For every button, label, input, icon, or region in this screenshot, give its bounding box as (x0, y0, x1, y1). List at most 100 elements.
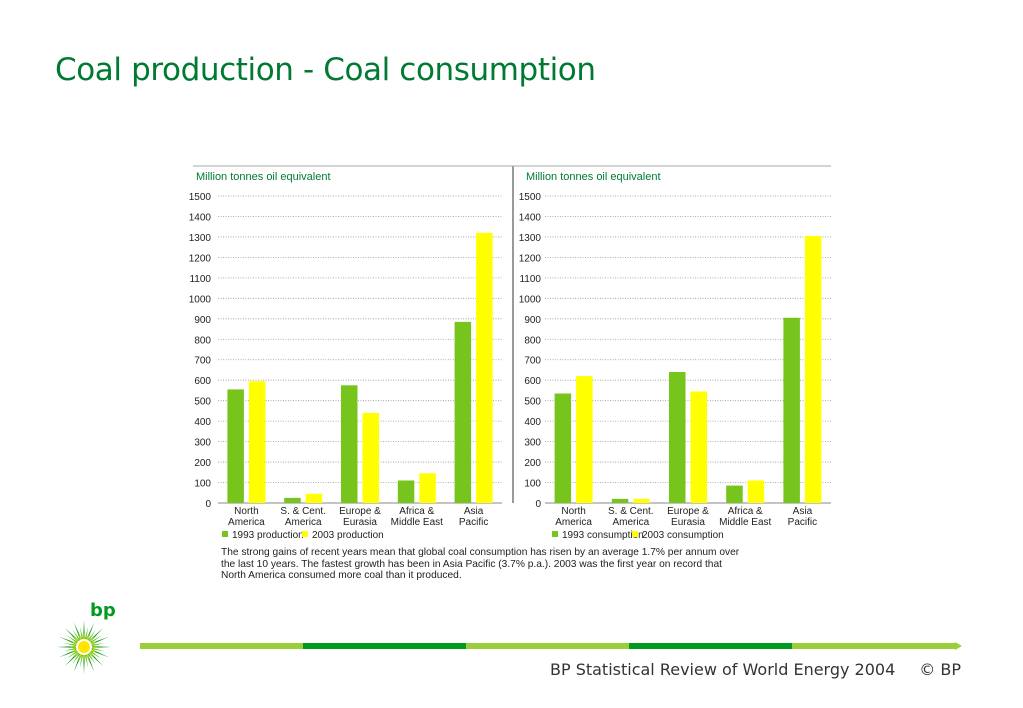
y-tick-label: 1200 (189, 253, 212, 264)
x-tick-label: Middle East (391, 517, 443, 528)
legend-label: 2003 production (312, 530, 384, 541)
helios-ray (59, 636, 79, 646)
footer-bar-segment (466, 643, 629, 649)
y-tick-label: 0 (205, 499, 211, 510)
bar (576, 376, 593, 503)
legend-label: 1993 production (232, 530, 304, 541)
y-tick-label: 1100 (519, 274, 541, 285)
helios-ray (89, 646, 99, 648)
chart-caption: The strong gains of recent years mean th… (221, 547, 740, 581)
y-tick-label: 100 (524, 479, 541, 490)
x-tick-label: North (234, 506, 258, 517)
x-tick-label: Europe & (339, 506, 381, 517)
y-tick-label: 1100 (189, 274, 211, 285)
helios-ray (89, 647, 105, 652)
bar (284, 497, 301, 503)
y-tick-label: 1300 (519, 233, 542, 244)
y-tick-label: 0 (535, 499, 541, 510)
legend-swatch (552, 531, 558, 537)
helios-ray (89, 642, 105, 647)
footer-bar-segment (303, 643, 466, 649)
x-tick-label: Eurasia (671, 517, 705, 528)
x-tick-label: America (228, 517, 265, 528)
bar (633, 498, 650, 503)
legend-label: 1993 consumption (562, 530, 644, 541)
y-tick-label: 600 (524, 376, 541, 387)
helios-ray (63, 642, 79, 647)
x-tick-label: Pacific (459, 517, 488, 528)
bar (419, 473, 436, 503)
helios-ray (83, 652, 85, 662)
x-tick-label: Middle East (719, 517, 771, 528)
bp-logo-text: bp (90, 600, 116, 621)
y-tick-label: 1000 (519, 294, 542, 305)
slide-title: Coal production - Coal consumption (55, 52, 596, 88)
bar (341, 385, 358, 503)
legend-swatch (632, 531, 638, 537)
y-tick-label: 400 (524, 417, 541, 428)
y-tick-label: 700 (194, 356, 211, 367)
helios-ray (85, 622, 95, 642)
bar (227, 389, 244, 503)
bar (397, 480, 415, 503)
y-tick-label: 700 (524, 356, 541, 367)
y-tick-label: 600 (194, 376, 211, 387)
y-tick-label: 200 (194, 458, 211, 469)
y-tick-label: 100 (194, 479, 211, 490)
footer-arrow-icon (955, 642, 962, 650)
y-axis-label: Million tonnes oil equivalent (526, 171, 661, 183)
footer-bar (140, 643, 955, 649)
y-tick-label: 300 (194, 438, 211, 449)
y-tick-label: 400 (194, 417, 211, 428)
footer-bar-segment (140, 643, 303, 649)
y-tick-label: 1400 (189, 212, 212, 223)
y-tick-label: 1400 (519, 212, 542, 223)
x-tick-label: Asia (793, 506, 813, 517)
helios-ray (86, 651, 96, 665)
footer-bar-segment (792, 643, 955, 649)
y-tick-label: 800 (194, 335, 211, 346)
y-tick-label: 200 (524, 458, 541, 469)
helios-ray (69, 646, 79, 648)
bar (747, 480, 765, 503)
x-tick-label: Africa & (728, 506, 763, 517)
helios-ray (88, 635, 102, 645)
y-tick-label: 1000 (189, 294, 212, 305)
x-tick-label: S. & Cent. (608, 506, 654, 517)
helios-ray (88, 649, 102, 659)
x-tick-label: Asia (464, 506, 484, 517)
y-tick-label: 1500 (189, 192, 212, 203)
helios-ray (86, 629, 96, 643)
x-tick-label: Africa & (399, 506, 434, 517)
helios-ray (83, 632, 85, 642)
bar (305, 493, 323, 503)
footer-bar-segment (629, 643, 792, 649)
bar (554, 393, 572, 503)
footer-source: BP Statistical Review of World Energy 20… (549, 660, 896, 679)
helios-ray (79, 626, 84, 642)
legend-label: 2003 consumption (642, 530, 724, 541)
bar (476, 232, 493, 503)
helios-ray (66, 649, 80, 659)
bar (669, 372, 686, 503)
y-tick-label: 300 (524, 438, 541, 449)
x-tick-label: America (612, 517, 649, 528)
x-tick-label: America (285, 517, 322, 528)
helios-ray (72, 651, 82, 665)
bar (804, 235, 822, 503)
helios-core (78, 641, 90, 653)
y-tick-label: 800 (524, 335, 541, 346)
helios-ray (84, 652, 89, 668)
y-tick-label: 900 (524, 315, 541, 326)
x-tick-label: Pacific (788, 517, 817, 528)
helios-ray (79, 652, 84, 668)
y-tick-label: 500 (194, 397, 211, 408)
bar (726, 485, 743, 503)
footer: BP Statistical Review of World Energy 20… (550, 660, 961, 679)
legend-swatch (222, 531, 228, 537)
bar (362, 412, 379, 503)
bp-helios-logo: bp (57, 600, 116, 674)
y-tick-label: 1500 (519, 192, 542, 203)
helios-ray (89, 648, 109, 658)
y-tick-label: 900 (194, 315, 211, 326)
